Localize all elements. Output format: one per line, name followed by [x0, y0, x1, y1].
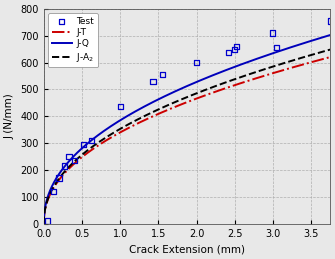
J-T	[146, 117, 150, 120]
J-Q	[146, 103, 150, 106]
J-Q	[328, 33, 332, 37]
Test	[270, 31, 276, 35]
J-Q	[279, 49, 283, 52]
Test	[226, 50, 231, 54]
Test	[66, 155, 72, 159]
Test	[56, 176, 62, 180]
J-A$_2$	[125, 124, 129, 127]
J-A$_2$	[226, 80, 230, 83]
Test	[150, 79, 156, 83]
J-Q	[226, 68, 230, 71]
J-T	[229, 85, 233, 88]
Test	[89, 138, 94, 142]
J-T	[42, 222, 46, 225]
Line: J-Q: J-Q	[44, 35, 330, 224]
J-Q	[229, 67, 233, 70]
Test	[194, 61, 199, 65]
X-axis label: Crack Extension (mm): Crack Extension (mm)	[129, 244, 245, 254]
J-A$_2$	[42, 222, 46, 225]
Test	[274, 46, 279, 50]
J-A$_2$	[229, 79, 233, 82]
Test	[81, 142, 86, 147]
Test	[327, 19, 333, 23]
Test	[233, 44, 239, 48]
J-Q	[42, 222, 46, 225]
J-A$_2$	[279, 62, 283, 66]
Test	[159, 73, 165, 77]
J-T	[226, 86, 230, 89]
Test	[45, 219, 50, 223]
J-T	[113, 134, 117, 137]
J-T	[125, 127, 129, 131]
Legend: Test, J-T, J-Q, J-A$_2$: Test, J-T, J-Q, J-A$_2$	[48, 13, 98, 67]
J-A$_2$	[328, 48, 332, 51]
Test	[118, 105, 123, 109]
Test	[62, 164, 67, 168]
J-T	[328, 55, 332, 59]
Line: J-T: J-T	[44, 57, 330, 224]
Test	[232, 48, 238, 52]
J-T	[279, 69, 283, 73]
Test	[51, 189, 56, 193]
Y-axis label: J (N/mm): J (N/mm)	[5, 93, 15, 139]
Test	[72, 159, 77, 163]
J-Q	[125, 115, 129, 118]
J-A$_2$	[146, 113, 150, 116]
Line: J-A$_2$: J-A$_2$	[44, 49, 330, 224]
J-Q	[113, 122, 117, 125]
J-A$_2$	[113, 131, 117, 134]
